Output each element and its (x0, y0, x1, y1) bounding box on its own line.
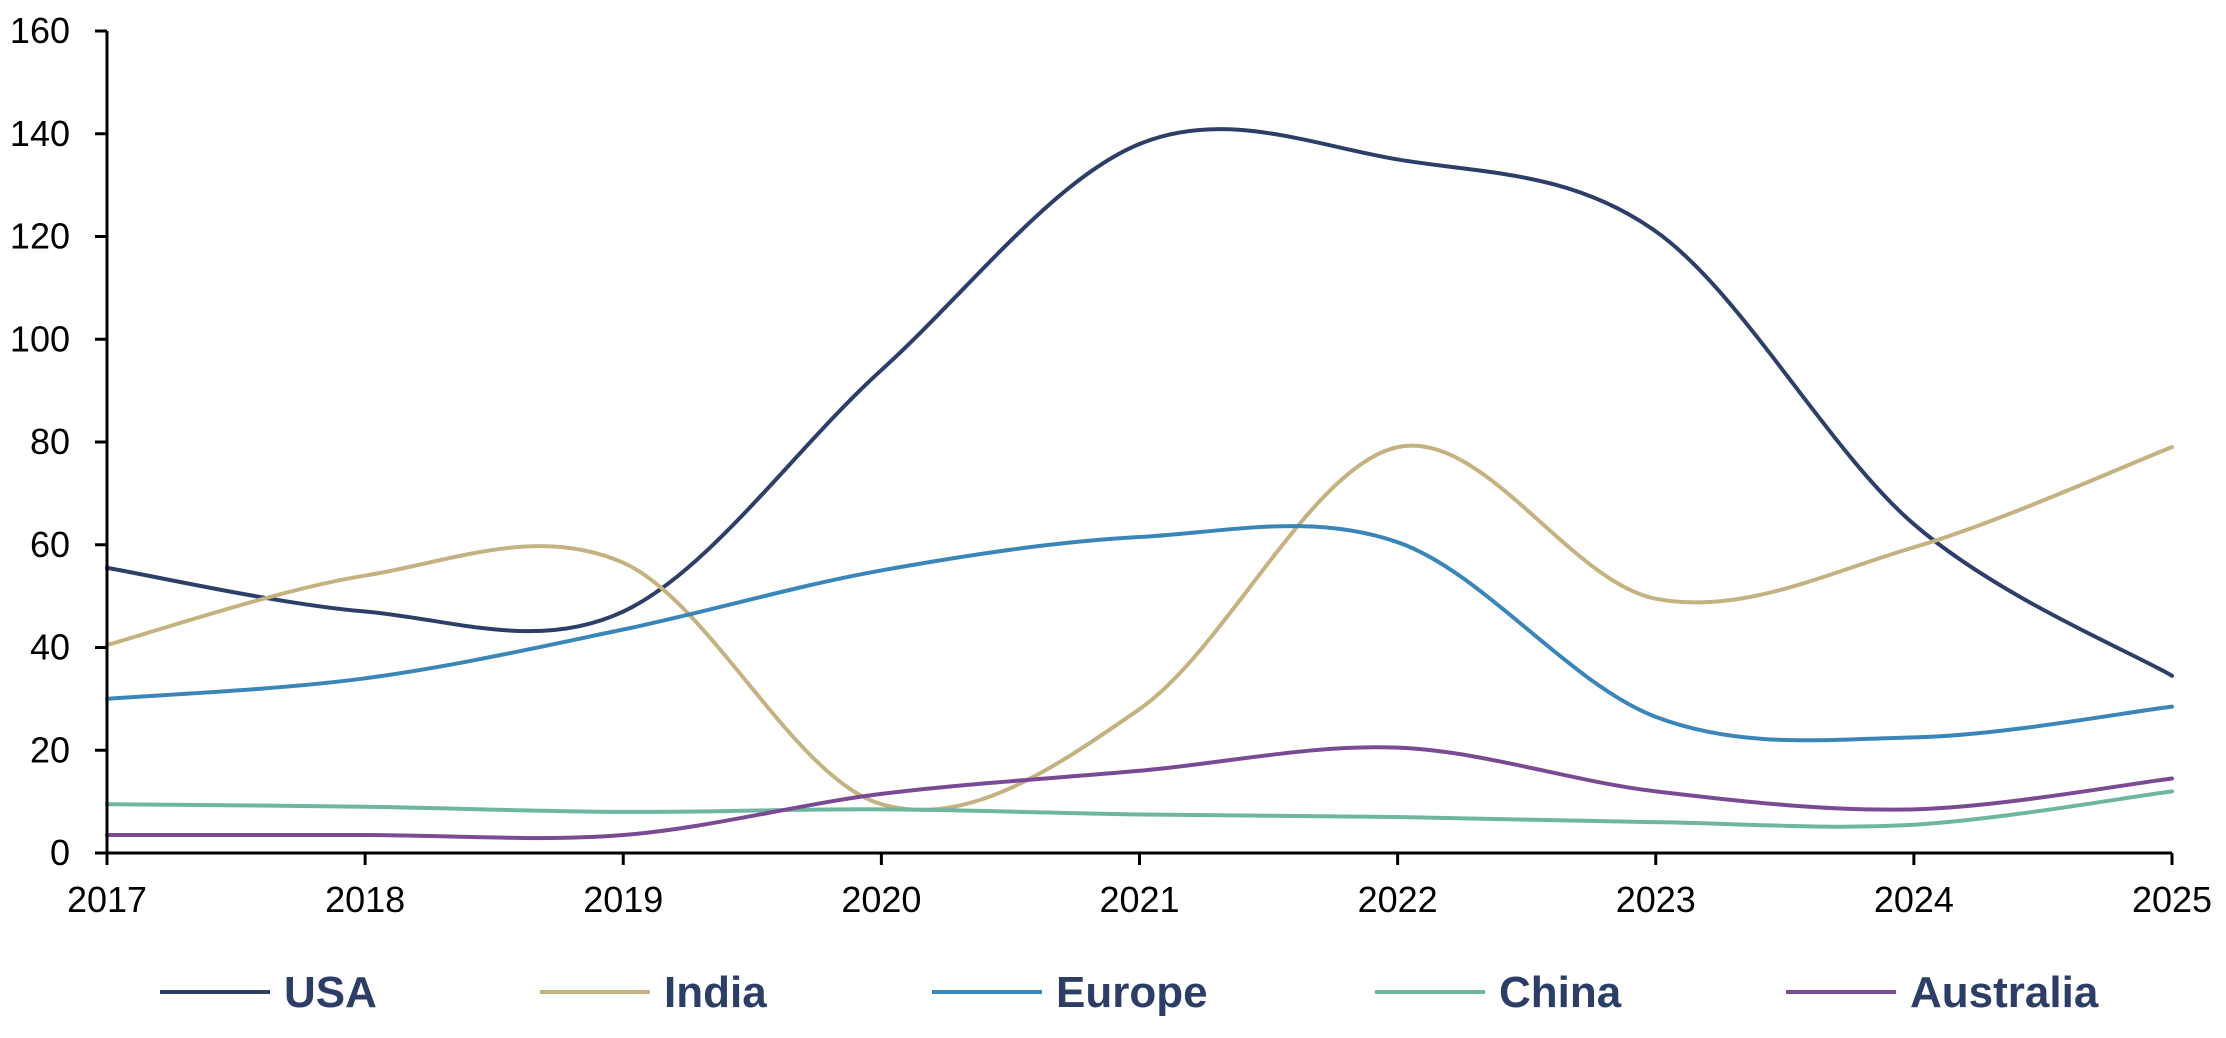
x-tick-label: 2024 (1874, 879, 1954, 920)
series-line-india (105, 443, 2174, 812)
x-tick-label: 2021 (1099, 879, 1179, 920)
series-layer (105, 127, 2174, 841)
legend-label-india: India (664, 968, 767, 1017)
legend: USA India Europe China Australia (160, 968, 2099, 1017)
x-tick-label: 2019 (583, 879, 663, 920)
series-line-usa (105, 127, 2174, 678)
series-line-australia (105, 745, 2174, 841)
y-tick-label: 120 (10, 216, 70, 257)
x-tick-label: 2022 (1358, 879, 1438, 920)
y-tick-label: 0 (50, 832, 70, 873)
legend-label-europe: Europe (1056, 968, 1208, 1017)
legend-label-usa: USA (284, 968, 377, 1017)
series-line-china (105, 789, 2174, 829)
x-tick-label: 2020 (841, 879, 921, 920)
legend-label-australia: Australia (1910, 968, 2099, 1017)
y-tick-label: 40 (30, 627, 70, 668)
y-tick-label: 100 (10, 318, 70, 359)
x-tick-label: 2023 (1616, 879, 1696, 920)
x-tick-label: 2017 (67, 879, 147, 920)
y-tick-label: 80 (30, 421, 70, 462)
series-line-europe (105, 524, 2174, 743)
y-tick-label: 20 (30, 729, 70, 770)
y-tick-label: 140 (10, 113, 70, 154)
axes-layer (105, 31, 2172, 855)
y-tick-label: 60 (30, 524, 70, 565)
y-tick-label: 160 (10, 10, 70, 51)
ticks-layer: 0 20 40 60 80 100 120 140 160 2017 2018 2019 2020 202… (10, 10, 2212, 920)
x-tick-label: 2018 (325, 879, 405, 920)
legend-label-china: China (1499, 968, 1622, 1017)
x-tick-label: 2025 (2132, 879, 2212, 920)
